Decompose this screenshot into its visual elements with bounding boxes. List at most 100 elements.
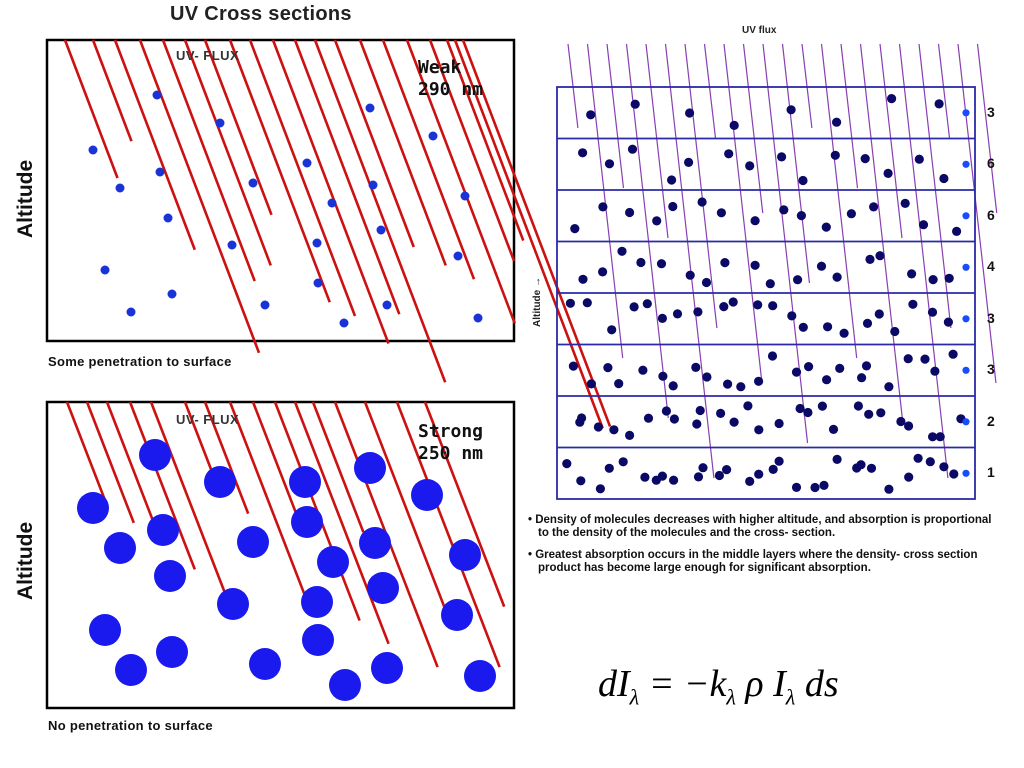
absorber-molecule (115, 654, 147, 686)
layer-number: 3 (987, 309, 995, 326)
layer-molecule (874, 309, 884, 319)
layer-molecule (943, 317, 953, 327)
uv-flux-ray (723, 43, 763, 384)
layer-molecule (754, 376, 764, 386)
layer-molecule-edge (962, 315, 970, 323)
uv-flux-ray (586, 43, 624, 359)
layer-molecule (716, 208, 726, 218)
layer-molecule (668, 381, 678, 391)
layer-molecule (697, 197, 707, 207)
uv-flux-ray (801, 43, 813, 129)
formula-subscript: λ (785, 684, 796, 710)
layer-molecule (787, 311, 797, 321)
layer-molecule (860, 154, 870, 164)
layer-molecule (743, 401, 753, 411)
layer-molecule (939, 173, 949, 184)
explanation-bullets: • Density of molecules decreases with hi… (528, 514, 998, 584)
layer-molecule (804, 362, 814, 372)
layer-molecule (745, 476, 755, 486)
uv-ray (113, 39, 197, 251)
layer-molecule (944, 273, 954, 283)
layer-molecule (816, 261, 827, 271)
uv-ray (293, 39, 401, 315)
layer-molecule (774, 418, 784, 429)
layer-molecule (714, 470, 724, 481)
layer-molecule (896, 416, 906, 427)
uv-ray (423, 401, 506, 608)
uv-ray (461, 39, 612, 427)
layer-molecule (920, 354, 930, 364)
layer-molecule (821, 222, 831, 232)
bottom-panel-wavelength: 250 nm (418, 443, 484, 464)
layer-molecule (604, 159, 615, 169)
uv-ray (445, 39, 525, 242)
layer-molecule-edge (962, 160, 970, 168)
absorber-molecule (301, 586, 333, 618)
layer-molecule (853, 401, 863, 411)
bottom-panel-strength: Strong 250 nm (418, 421, 483, 465)
layer-molecule (754, 469, 764, 479)
layer-molecule (948, 349, 958, 359)
layer-molecule (869, 202, 879, 212)
layer-molecule (728, 297, 738, 307)
uv-ray (105, 401, 163, 542)
uv-flux-ray (567, 43, 579, 129)
layer-molecule (925, 457, 935, 467)
uv-ray (63, 39, 119, 179)
absorber-molecule (365, 103, 375, 113)
layer-molecule (884, 382, 894, 392)
layer-molecule (570, 224, 580, 234)
layer-molecule (577, 413, 587, 423)
layer-molecule (890, 326, 900, 337)
layer-molecule (907, 269, 917, 279)
uv-ray (363, 401, 453, 626)
bottom-panel-strength-word: Strong (418, 421, 484, 442)
layer-molecule (614, 379, 624, 389)
layer-molecule (861, 361, 872, 371)
layer-molecule (857, 373, 867, 383)
layer-molecule (667, 175, 677, 185)
layer-molecule (768, 464, 778, 474)
layer-molecule (934, 99, 944, 109)
absorber-molecule (313, 278, 323, 288)
layer-molecule (795, 403, 805, 414)
layer-molecule (720, 258, 730, 268)
layer-molecule (618, 457, 628, 467)
uv-ray (395, 401, 501, 668)
absorber-molecule (100, 265, 110, 275)
layer-molecule (576, 476, 586, 486)
layer-molecule (900, 198, 910, 208)
absorber-molecule (368, 180, 378, 190)
absorber-molecule (126, 307, 136, 317)
layer-molecule (692, 419, 702, 429)
uv-ray (85, 401, 136, 524)
layer-molecule (652, 216, 662, 226)
layer-molecule (823, 322, 833, 332)
layered-absorption-panel (556, 43, 998, 500)
layer-molecule (798, 322, 808, 332)
absorber-molecule (354, 452, 386, 484)
layer-molecule (791, 367, 802, 377)
absorber-molecule (260, 300, 270, 310)
layer-molecule (786, 105, 796, 115)
uv-flux-ray (820, 43, 858, 359)
layer-number: 3 (987, 361, 995, 378)
layer-molecule (846, 209, 856, 219)
layer-molecule (927, 307, 938, 317)
layer-molecule (817, 401, 827, 411)
layer-molecule (904, 472, 914, 482)
layer-molecule (828, 424, 839, 434)
layer-molecule (768, 301, 778, 311)
layer-molecule (669, 475, 679, 485)
layer-number: 4 (987, 258, 995, 275)
layer-molecule (729, 120, 739, 130)
uv-flux-ray (606, 43, 625, 189)
absorber-molecule (376, 225, 386, 235)
layer-molecule-edge (962, 109, 970, 117)
uv-flux-ray (703, 43, 717, 139)
formula-subscript: λ (629, 684, 640, 710)
uv-ray (65, 401, 108, 505)
layer-molecule (830, 150, 840, 160)
layer-molecule (578, 274, 588, 284)
layer-molecule (904, 421, 914, 431)
